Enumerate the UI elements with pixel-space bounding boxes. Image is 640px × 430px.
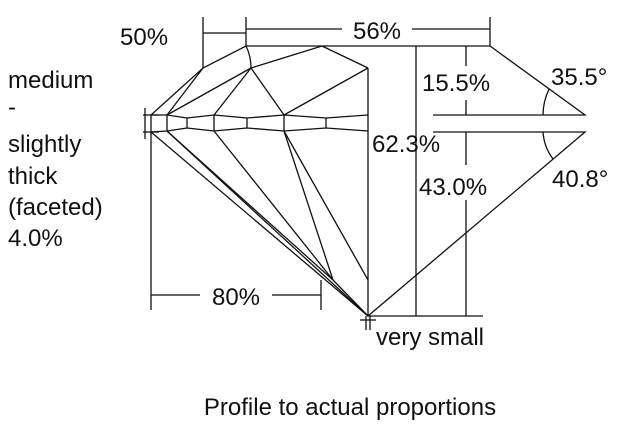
culet-label: very small xyxy=(376,324,484,351)
dimension-lines xyxy=(143,17,554,330)
table-label: 56% xyxy=(353,18,401,45)
girdle-label-line: thick xyxy=(8,163,58,190)
total-depth-label: 62.3% xyxy=(372,131,440,158)
girdle-label-line: slightly xyxy=(8,131,81,158)
girdle-facets xyxy=(150,114,369,133)
pavilion-facets xyxy=(166,68,369,317)
caption: Profile to actual proportions xyxy=(204,394,496,421)
lower-half-label: 80% xyxy=(212,284,260,311)
girdle-label-line: - xyxy=(8,94,16,121)
pavilion-angle-label: 40.8° xyxy=(552,166,608,193)
crown-facets xyxy=(166,45,369,116)
girdle-label-line: 4.0% xyxy=(8,225,63,252)
girdle-label: medium - slightly thick (faceted) 4.0% xyxy=(8,67,103,252)
crown-angle-label: 35.5° xyxy=(551,64,607,91)
pavilion-depth-label: 43.0% xyxy=(419,174,487,201)
girdle-label-line: (faceted) xyxy=(8,194,103,221)
crown-height-ratio-label: 50% xyxy=(120,24,168,51)
girdle-label-line: medium xyxy=(8,67,93,94)
crown-height-label: 15.5% xyxy=(422,70,490,97)
diamond-outline xyxy=(150,45,588,317)
